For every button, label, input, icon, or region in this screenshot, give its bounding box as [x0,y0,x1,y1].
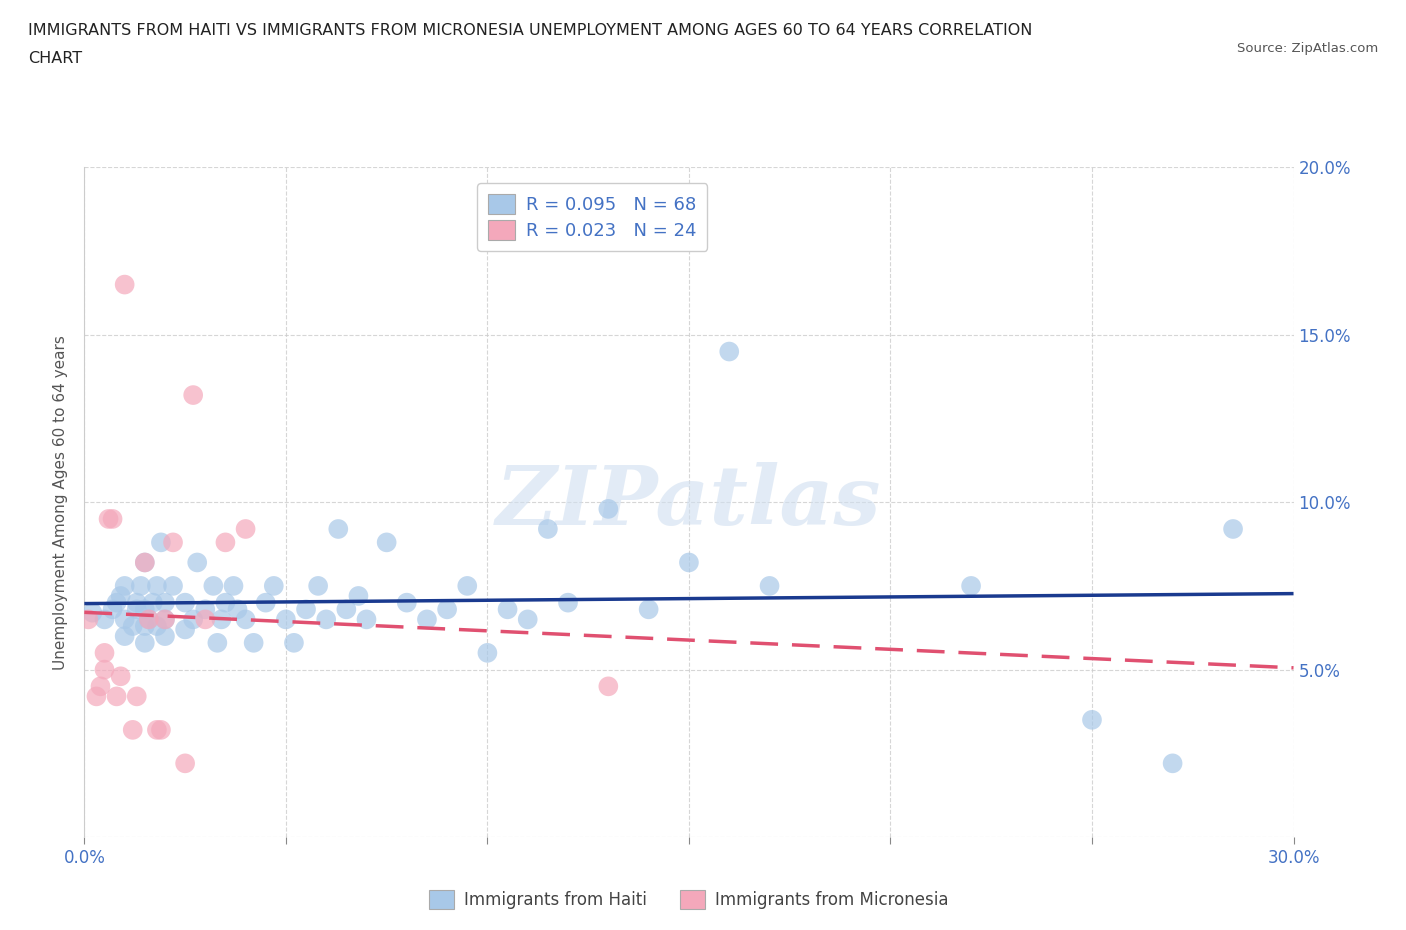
Text: ZIPatlas: ZIPatlas [496,462,882,542]
Point [125,689,148,704]
Point [214,535,236,550]
Point [516,612,538,627]
Point [174,756,197,771]
Point [295,602,318,617]
Point [105,689,128,704]
Text: CHART: CHART [28,51,82,66]
Point [226,602,249,617]
Point [1222,522,1244,537]
Point [89,679,111,694]
Point [162,578,184,593]
Point [416,612,439,627]
Point [114,612,136,627]
Point [129,578,152,593]
Point [134,602,156,617]
Point [477,645,499,660]
Point [235,522,257,537]
Point [315,612,337,627]
Point [110,669,132,684]
Point [146,578,169,593]
Point [149,535,172,550]
Point [637,602,659,617]
Point [114,277,136,292]
Point [263,578,285,593]
Point [209,612,232,627]
Point [82,605,104,620]
Point [97,512,120,526]
Point [242,635,264,650]
Point [496,602,519,617]
Point [121,618,143,633]
Point [86,689,108,704]
Point [254,595,277,610]
Point [307,578,329,593]
Y-axis label: Unemployment Among Ages 60 to 64 years: Unemployment Among Ages 60 to 64 years [53,335,69,670]
Point [134,555,156,570]
Point [153,612,176,627]
Point [153,629,176,644]
Point [134,555,156,570]
Point [537,522,560,537]
Text: IMMIGRANTS FROM HAITI VS IMMIGRANTS FROM MICRONESIA UNEMPLOYMENT AMONG AGES 60 T: IMMIGRANTS FROM HAITI VS IMMIGRANTS FROM… [28,23,1032,38]
Point [202,578,225,593]
Point [436,602,458,617]
Point [93,645,115,660]
Point [110,589,132,604]
Point [125,602,148,617]
Point [235,612,257,627]
Point [598,679,620,694]
Point [222,578,245,593]
Point [1081,712,1104,727]
Point [149,723,172,737]
Point [153,612,176,627]
Point [456,578,478,593]
Point [181,388,204,403]
Point [207,635,229,650]
Point [142,595,165,610]
Point [101,512,124,526]
Point [718,344,741,359]
Point [125,595,148,610]
Point [395,595,418,610]
Point [347,589,370,604]
Point [1161,756,1184,771]
Point [335,602,357,617]
Point [194,602,217,617]
Point [678,555,700,570]
Point [93,612,115,627]
Point [146,618,169,633]
Point [121,723,143,737]
Point [181,612,204,627]
Legend: Immigrants from Haiti, Immigrants from Micronesia: Immigrants from Haiti, Immigrants from M… [422,884,956,916]
Point [153,595,176,610]
Text: Source: ZipAtlas.com: Source: ZipAtlas.com [1237,42,1378,55]
Point [114,578,136,593]
Point [214,595,236,610]
Point [356,612,378,627]
Point [174,595,197,610]
Point [557,595,579,610]
Point [375,535,398,550]
Point [134,618,156,633]
Point [328,522,350,537]
Point [162,535,184,550]
Point [598,501,620,516]
Point [77,612,100,627]
Point [114,629,136,644]
Point [101,602,124,617]
Point [194,612,217,627]
Point [758,578,780,593]
Point [93,662,115,677]
Point [134,635,156,650]
Point [283,635,305,650]
Point [186,555,208,570]
Point [105,595,128,610]
Point [138,612,160,627]
Point [146,723,169,737]
Point [274,612,297,627]
Point [174,622,197,637]
Point [960,578,983,593]
Point [138,612,160,627]
